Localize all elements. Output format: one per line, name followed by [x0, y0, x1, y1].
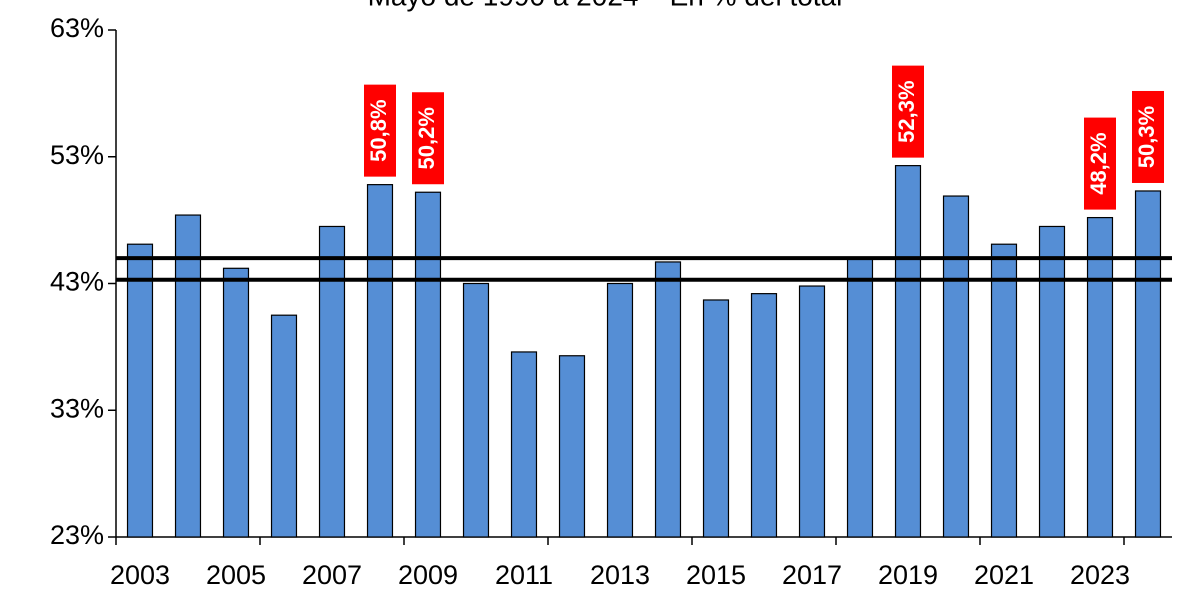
bar [1086, 216, 1114, 538]
value-label: 52,3% [894, 80, 919, 142]
bar [174, 214, 202, 538]
value-label-box [892, 65, 924, 158]
bar [222, 267, 250, 538]
bar [798, 285, 826, 538]
value-label: 50,2% [414, 107, 439, 169]
x-tick-label: 2019 [878, 560, 938, 590]
y-tick-label: 63% [50, 13, 104, 43]
bar [126, 243, 154, 538]
bar [846, 257, 874, 538]
bar [942, 195, 970, 538]
bar [606, 282, 634, 538]
x-tick-label: 2017 [782, 560, 842, 590]
bar [1038, 225, 1066, 538]
bar [894, 165, 922, 538]
value-label: 50,8% [366, 99, 391, 161]
bar [702, 299, 730, 538]
value-label-box [412, 92, 444, 185]
x-tick-label: 2005 [206, 560, 266, 590]
bar [366, 184, 394, 538]
bar [558, 355, 586, 538]
value-label-box [1084, 117, 1116, 210]
x-tick-label: 2023 [1070, 560, 1130, 590]
x-tick-label: 2015 [686, 560, 746, 590]
value-label: 50,3% [1134, 106, 1159, 168]
bar [414, 191, 442, 538]
value-label-box [364, 84, 396, 177]
x-tick-label: 2021 [974, 560, 1034, 590]
bar [990, 243, 1018, 538]
bar [318, 225, 346, 538]
bar [462, 282, 490, 538]
bar [750, 293, 778, 538]
bar [270, 314, 298, 538]
y-tick-label: 23% [50, 520, 104, 550]
x-tick-label: 2011 [495, 560, 553, 590]
x-tick-label: 2009 [398, 560, 458, 590]
x-tick-label: 2007 [302, 560, 362, 590]
y-tick-label: 53% [50, 140, 104, 170]
bar [1134, 190, 1162, 538]
bar [654, 261, 682, 538]
value-label: 48,2% [1086, 132, 1111, 194]
x-tick-label: 2003 [110, 560, 170, 590]
y-tick-label: 43% [50, 267, 104, 297]
value-label-box [1132, 90, 1164, 183]
y-tick-label: 33% [50, 393, 104, 423]
x-tick-label: 2013 [590, 560, 650, 590]
chart-title: Mayo de 1990 a 2024 – En % del total [368, 0, 843, 11]
bar [510, 351, 538, 538]
